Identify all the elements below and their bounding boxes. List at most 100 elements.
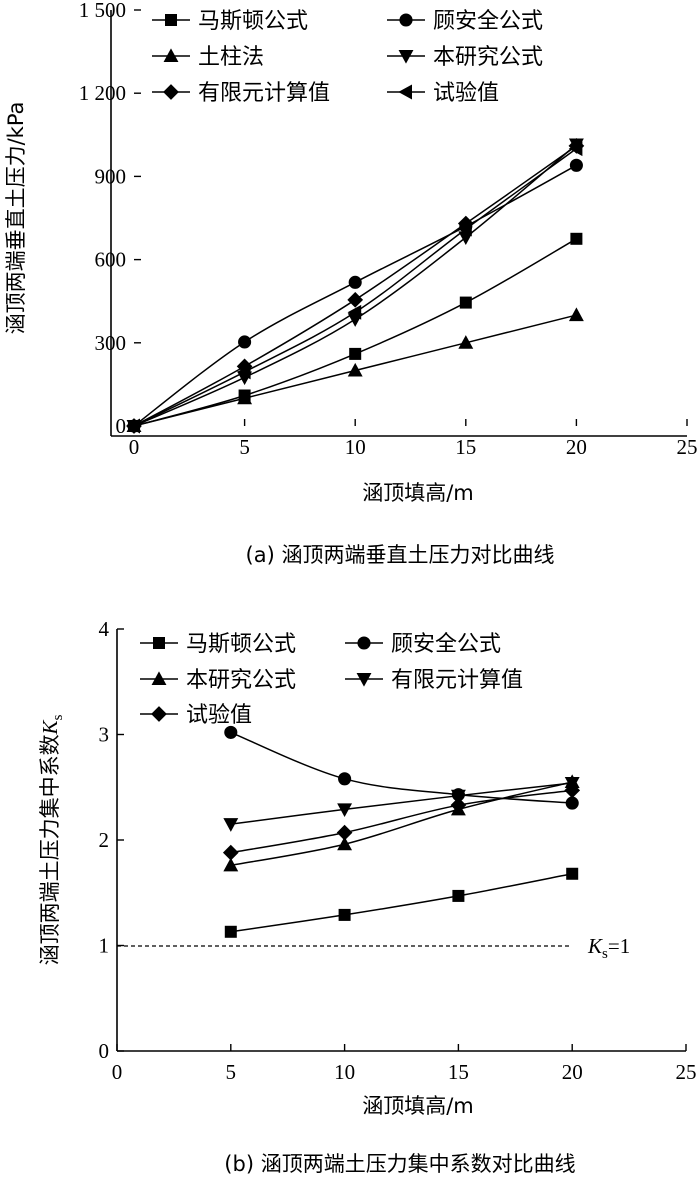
chart-a-series	[126, 138, 585, 434]
chart-a: 0 5 10 15 20 25 0 300 600 900 1 200 1 500 马斯顿公式 顾安全公…	[4, 0, 698, 567]
y-tick-label: 600	[95, 248, 127, 272]
data-point	[223, 818, 239, 832]
data-point	[224, 925, 237, 938]
chart-a-x-axis-label: 涵顶填高/m	[362, 481, 474, 505]
x-tick-label: 25	[676, 1060, 697, 1084]
legend-label: 顾安全公式	[433, 9, 543, 34]
legend-marker	[398, 50, 414, 64]
legend-label: 马斯顿公式	[186, 632, 296, 657]
legend-label: 本研究公式	[433, 45, 543, 70]
series-circle	[224, 725, 579, 810]
data-point	[458, 335, 474, 349]
series-square	[224, 867, 579, 938]
series-diamond	[222, 782, 581, 861]
x-tick-label: 5	[226, 1060, 237, 1084]
legend-marker	[398, 84, 412, 100]
data-point	[450, 789, 466, 804]
legend-item: 土柱法	[152, 45, 264, 70]
legend-item: 有限元计算值	[345, 668, 523, 693]
data-point	[338, 908, 351, 921]
data-point	[337, 803, 353, 818]
data-point	[569, 158, 583, 172]
legend-item: 马斯顿公式	[140, 632, 296, 657]
y-tick-label: 300	[95, 331, 127, 355]
data-point	[450, 797, 467, 814]
legend-marker	[153, 637, 165, 649]
y-tick-label: 0	[116, 414, 127, 438]
y-tick-label: 4	[99, 617, 110, 641]
legend-item: 试验值	[387, 81, 499, 106]
chart-b-reference-label: Ks=1	[587, 934, 630, 962]
legend-label: 试验值	[186, 703, 252, 728]
legend-marker	[356, 673, 372, 687]
y-tick-label: 0	[99, 1039, 110, 1063]
chart-a-y-axis-label: 涵顶两端垂直土压力/kPa	[4, 102, 28, 335]
y-tick-label: 900	[95, 164, 127, 188]
data-point	[568, 141, 583, 157]
series-square	[128, 232, 583, 432]
data-point	[236, 364, 251, 380]
chart-a-ticks: 0 5 10 15 20 25 0 300 600 900 1 200 1 500	[79, 0, 698, 459]
data-point	[347, 291, 364, 308]
legend-item: 本研究公式	[387, 45, 543, 70]
legend-marker	[151, 706, 167, 722]
legend-label: 有限元计算值	[198, 81, 330, 106]
data-point	[568, 307, 584, 322]
legend-item: 马斯顿公式	[152, 9, 308, 34]
legend-item: 顾安全公式	[345, 632, 501, 657]
data-point	[565, 796, 579, 810]
y-tick-label: 1 500	[79, 0, 126, 22]
series-line	[230, 731, 573, 804]
legend-marker	[165, 14, 177, 26]
y-tick-label: 2	[99, 828, 110, 852]
data-point	[452, 889, 465, 902]
legend-label: 土柱法	[198, 45, 264, 70]
legend-marker	[151, 671, 167, 685]
legend-label: 马斯顿公式	[198, 9, 308, 34]
chart-b-x-axis-label: 涵顶填高/m	[362, 1094, 474, 1118]
legend-item: 有限元计算值	[152, 81, 330, 106]
data-point	[238, 335, 252, 349]
chart-b-ticks: 0 5 10 15 20 25 0 1 2 3 4	[99, 617, 697, 1084]
x-tick-label: 10	[334, 1060, 355, 1084]
data-point	[566, 867, 579, 880]
chart-b-caption: (b) 涵顶两端土压力集中系数对比曲线	[224, 1152, 575, 1176]
data-point	[224, 725, 238, 739]
series-line	[230, 782, 573, 825]
series-line	[230, 789, 573, 854]
legend-item: 顾安全公式	[387, 9, 543, 34]
legend-label: 本研究公式	[186, 668, 296, 693]
chart-b-series	[222, 725, 581, 938]
legend-label: 顾安全公式	[391, 632, 501, 657]
x-tick-label: 15	[455, 435, 476, 459]
data-point	[348, 275, 362, 289]
legend-marker	[399, 13, 413, 27]
y-tick-label: 1	[99, 934, 110, 958]
series-triangle-left	[126, 141, 583, 434]
series-line	[230, 873, 573, 933]
data-point	[459, 296, 472, 309]
data-point	[458, 221, 472, 237]
data-point	[347, 304, 362, 320]
legend-item: 试验值	[140, 703, 252, 728]
x-tick-label: 0	[129, 435, 140, 459]
data-point	[570, 232, 583, 245]
series-line	[230, 781, 573, 867]
data-point	[237, 390, 253, 405]
y-tick-label: 3	[99, 723, 110, 747]
x-tick-label: 5	[239, 435, 250, 459]
legend-label: 有限元计算值	[391, 668, 523, 693]
x-tick-label: 20	[562, 1060, 583, 1084]
series-triangle-down	[223, 777, 580, 832]
data-point	[337, 836, 353, 851]
chart-b-y-axis-label: 涵顶两端土压力集中系数Ks	[38, 714, 66, 965]
series-triangle-up	[126, 307, 584, 432]
legend-marker	[163, 84, 179, 100]
x-tick-label: 10	[345, 435, 366, 459]
data-point	[126, 418, 140, 434]
data-point	[347, 362, 363, 377]
